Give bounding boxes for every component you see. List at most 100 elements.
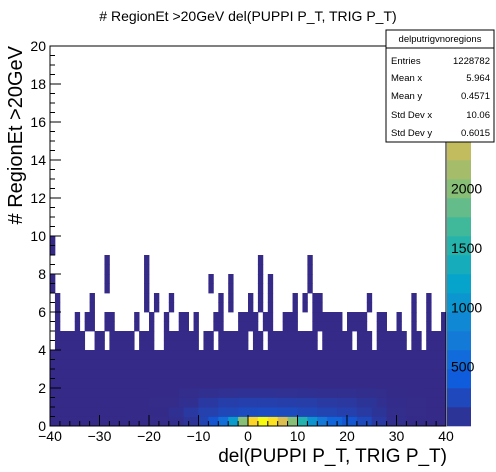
histogram-cell xyxy=(94,340,105,351)
stat-mean-y-label: Mean y xyxy=(391,91,422,102)
histogram-cell xyxy=(228,283,234,294)
histogram-cell xyxy=(312,302,323,313)
histogram-cell xyxy=(84,321,95,332)
histogram-cell xyxy=(376,397,387,408)
histogram-cell xyxy=(153,302,160,313)
histogram-cell xyxy=(252,340,264,351)
histogram-cell xyxy=(426,397,447,408)
y-tick-label: 0 xyxy=(38,418,46,434)
histogram-cell xyxy=(312,321,343,332)
histogram-cell xyxy=(277,416,288,427)
histogram-cell xyxy=(124,416,150,427)
histogram-cell xyxy=(411,321,417,332)
histogram-cell xyxy=(124,407,150,417)
x-tick-label: 30 xyxy=(389,428,405,444)
histogram-cell xyxy=(109,331,135,341)
histogram-cell xyxy=(406,407,427,417)
stat-std-y-label: Std Dev y xyxy=(391,128,432,139)
histogram-cell xyxy=(257,302,264,313)
histogram-cell xyxy=(257,274,264,284)
histogram-cell xyxy=(292,302,298,313)
y-tick-label: 2 xyxy=(38,380,46,396)
histogram-cell xyxy=(178,321,189,332)
x-axis-label: del(PUPPI P_T, TRIG P_T) xyxy=(218,446,447,467)
histogram-cell xyxy=(163,331,199,341)
histogram-cell xyxy=(144,293,150,303)
histogram-cell xyxy=(50,397,100,408)
histogram-cell xyxy=(257,397,279,408)
histogram-cell xyxy=(218,416,229,427)
histogram-cell xyxy=(99,397,150,408)
histogram-cell xyxy=(248,302,254,313)
histogram-cell xyxy=(168,302,175,313)
palette-band xyxy=(447,350,471,370)
histogram-cell xyxy=(386,407,407,417)
histogram-cell xyxy=(144,255,150,265)
histogram-cell xyxy=(218,340,249,351)
y-tick-label: 6 xyxy=(38,304,46,320)
histogram-cell xyxy=(411,302,417,313)
histogram-cell xyxy=(104,321,115,332)
histogram-cell xyxy=(426,331,447,341)
histogram-cell xyxy=(218,293,224,303)
histogram-cell xyxy=(302,293,308,303)
histogram-cell xyxy=(50,407,100,417)
histogram-cell xyxy=(149,407,170,417)
histogram-cell xyxy=(193,312,199,322)
histogram-cell xyxy=(426,312,432,322)
histogram-cell xyxy=(149,388,180,398)
histogram-cell xyxy=(104,283,110,294)
histogram-cell xyxy=(238,416,249,427)
histogram-cell xyxy=(267,416,279,427)
histogram-cell xyxy=(356,331,373,341)
histogram-cell xyxy=(277,397,298,408)
palette-tick-label: 2000 xyxy=(451,181,482,197)
histogram-cell xyxy=(366,293,373,303)
histogram-cell xyxy=(356,388,378,398)
histogram-cell xyxy=(257,293,264,303)
palette-tick-label: 1500 xyxy=(451,240,482,256)
histogram-cell xyxy=(426,388,447,398)
x-tick-label: −20 xyxy=(137,428,161,444)
histogram-cell xyxy=(74,321,81,332)
histogram-cell xyxy=(411,340,422,351)
histogram-cell xyxy=(218,407,239,417)
histogram-cell xyxy=(337,397,358,408)
histogram-cell xyxy=(213,312,224,322)
histogram-cell xyxy=(337,407,358,417)
histogram-cell xyxy=(54,321,61,332)
stats-box-name: delputrigvnoregions xyxy=(399,34,482,45)
histogram-cell xyxy=(228,302,234,313)
y-tick-label: 16 xyxy=(30,114,46,130)
histogram-cell xyxy=(312,312,343,322)
histogram-cell xyxy=(322,331,353,341)
x-tick-label: 20 xyxy=(339,428,355,444)
histogram-cell xyxy=(262,321,274,332)
palette-band xyxy=(447,141,471,161)
histogram-cell xyxy=(267,283,274,294)
chart-title: # RegionEt >20GeV del(PUPPI P_T, TRIG P_… xyxy=(99,8,396,24)
histogram-cell xyxy=(411,331,422,341)
histogram-cell xyxy=(218,397,239,408)
y-tick-label: 4 xyxy=(38,342,46,358)
histogram-cell xyxy=(94,331,105,341)
histogram-cell xyxy=(371,416,387,427)
histogram-cell xyxy=(347,312,368,322)
histogram-cell xyxy=(267,340,318,351)
palette-band xyxy=(447,312,471,332)
y-tick-label: 8 xyxy=(38,266,46,282)
histogram-cell xyxy=(297,407,318,417)
histogram-cell xyxy=(297,397,318,408)
histogram-cell xyxy=(163,340,199,351)
histogram-cell xyxy=(139,331,155,341)
histogram-cell xyxy=(163,312,170,322)
histogram-cell xyxy=(149,321,155,332)
y-tick-label: 12 xyxy=(30,190,46,206)
histogram-cell xyxy=(208,274,214,284)
histogram-cell xyxy=(213,321,224,332)
stat-std-x-label: Std Dev x xyxy=(391,110,432,121)
histogram-cell xyxy=(50,416,100,427)
histogram-cell xyxy=(144,264,150,275)
histogram-cell xyxy=(406,397,427,408)
